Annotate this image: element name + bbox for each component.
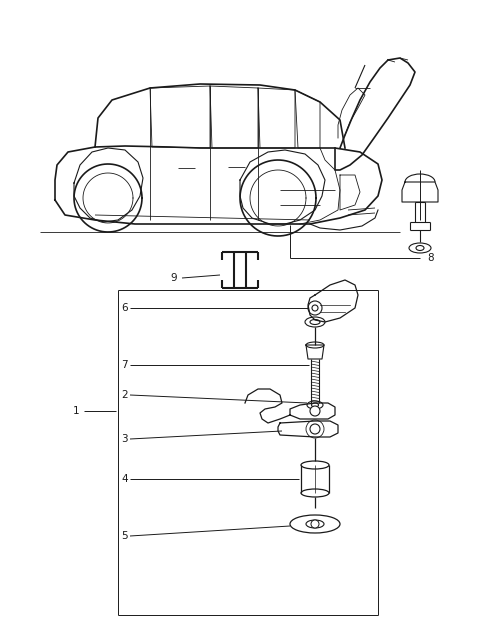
Text: 7: 7	[121, 360, 128, 370]
Ellipse shape	[301, 489, 329, 497]
Circle shape	[310, 406, 320, 416]
Circle shape	[311, 520, 319, 528]
Ellipse shape	[312, 403, 319, 407]
Text: 2: 2	[121, 390, 128, 400]
Text: 8: 8	[427, 253, 433, 263]
Text: 3: 3	[121, 434, 128, 444]
Circle shape	[312, 305, 318, 311]
Ellipse shape	[301, 461, 329, 469]
Text: 6: 6	[121, 303, 128, 313]
Circle shape	[308, 301, 322, 315]
Text: 9: 9	[170, 273, 177, 283]
Text: 5: 5	[121, 531, 128, 541]
Ellipse shape	[305, 317, 325, 327]
Ellipse shape	[306, 520, 324, 528]
Ellipse shape	[409, 243, 431, 253]
Ellipse shape	[307, 401, 323, 409]
Ellipse shape	[290, 515, 340, 533]
Ellipse shape	[310, 319, 320, 324]
Ellipse shape	[416, 245, 424, 250]
Circle shape	[310, 424, 320, 434]
Ellipse shape	[306, 342, 324, 348]
Text: 1: 1	[73, 406, 80, 416]
Text: 4: 4	[121, 474, 128, 484]
